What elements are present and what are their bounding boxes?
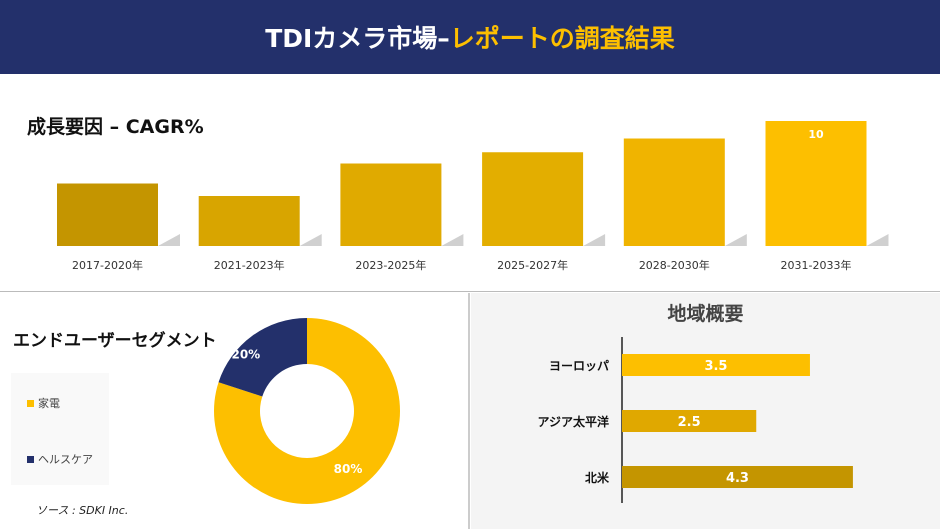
source-note: ソース : SDKI Inc. [36, 504, 129, 517]
bar-shadow [866, 234, 889, 246]
cagr-x-tick-label: 2023-2025年 [355, 258, 426, 272]
donut-slice [214, 318, 400, 504]
region-bar-label: 2.5 [678, 415, 701, 430]
region-category-label: ヨーロッパ [549, 359, 609, 373]
cagr-bar [482, 152, 584, 246]
region-bar [622, 466, 853, 488]
legend-item: 家電 [27, 395, 60, 411]
header-title: TDIカメラ市場– [265, 24, 450, 53]
cagr-bar [623, 138, 725, 246]
segment-legend: 家電 ヘルスケア [11, 373, 109, 485]
cagr-x-tick-label: 2031-2033年 [781, 258, 852, 272]
region-bar [622, 354, 810, 376]
donut-slice-label: 20% [231, 347, 260, 361]
legend-label: ヘルスケア [38, 453, 93, 466]
region-bar [622, 410, 757, 432]
cagr-x-tick-label: 2025-2027年 [497, 258, 568, 272]
bar-shadow [158, 234, 180, 246]
legend-label: 家電 [38, 397, 60, 410]
cagr-title: 成長要因 – CAGR% [27, 116, 204, 138]
cagr-x-tick-label: 2028-2030年 [639, 258, 710, 272]
legend-swatch [27, 455, 34, 463]
segment-donut-chart: 80% 20% [214, 318, 400, 504]
segment-panel: 80% 20% エンドユーザーセグメント 家電 ヘルスケア ソース : SDKI … [0, 293, 470, 529]
cagr-data-label: 10 [808, 128, 824, 141]
donut-slice [218, 318, 307, 397]
cagr-bar [198, 196, 300, 246]
bar-shadow [299, 234, 322, 246]
cagr-panel: 成長要因 – CAGR% 2017-2020年 2021-2023年 2023-20… [0, 74, 940, 292]
bar-shadow [583, 234, 606, 246]
cagr-bar [340, 163, 442, 246]
region-category-label: 北米 [585, 470, 610, 485]
region-title: 地域概要 [667, 303, 744, 325]
cagr-bar [765, 121, 867, 246]
region-bar-label: 3.5 [704, 359, 727, 374]
header-banner: TDIカメラ市場– レポートの調査結果 [0, 0, 940, 74]
bar-shadow [441, 234, 464, 246]
donut-slice-label: 80% [334, 462, 363, 476]
cagr-chart: 2017-2020年 2021-2023年 2023-2025年 2025-2027年… [57, 121, 889, 272]
region-bar-chart: 3.5 ヨーロッパ 2.5 アジア太平洋 4.3 北米 [537, 337, 853, 503]
segment-title: エンドユーザーセグメント [13, 331, 217, 351]
cagr-x-tick-label: 2021-2023年 [214, 258, 285, 272]
legend-swatch [27, 399, 34, 407]
bar-shadow [724, 234, 747, 246]
region-bar-label: 4.3 [726, 471, 749, 486]
header-title-highlight: レポートの調査結果 [449, 24, 675, 53]
region-panel: 地域概要 3.5 ヨーロッパ 2.5 アジア太平洋 4.3 北米 [471, 293, 940, 529]
legend-item: ヘルスケア [27, 451, 93, 467]
region-category-label: アジア太平洋 [537, 414, 609, 429]
cagr-x-tick-label: 2017-2020年 [72, 258, 143, 272]
cagr-bar [57, 183, 158, 246]
